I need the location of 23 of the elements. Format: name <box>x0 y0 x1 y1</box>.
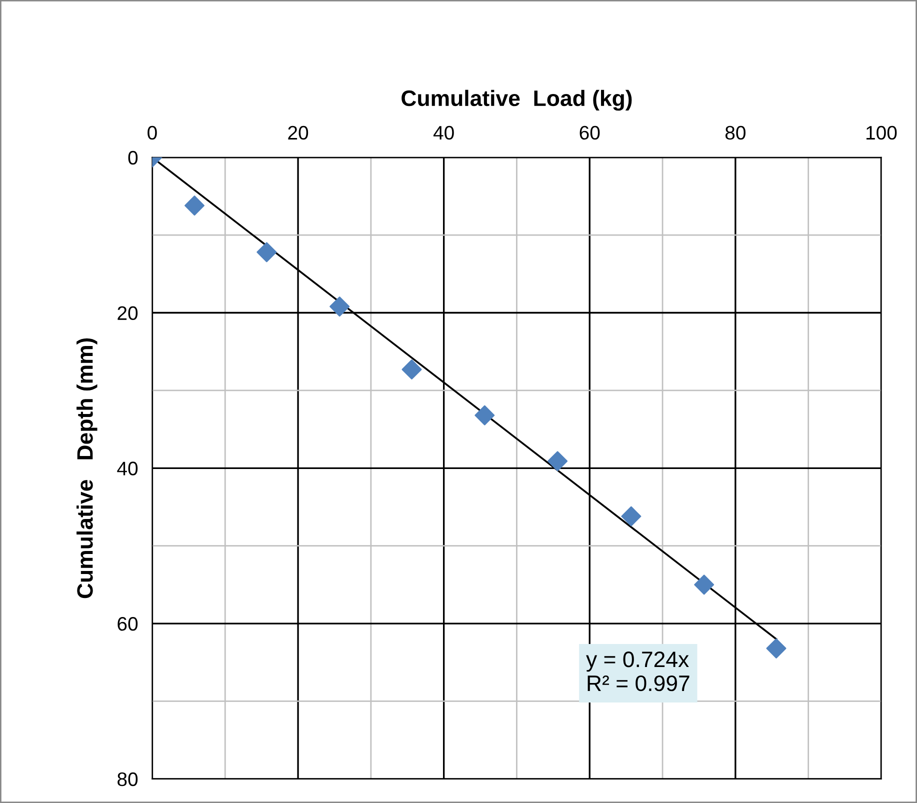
point <box>621 506 642 526</box>
x-tick-label: 20 <box>288 126 308 140</box>
y-tick-label: 80 <box>118 772 138 786</box>
point <box>184 196 205 216</box>
point <box>402 359 422 380</box>
x-axis-title: Cumulative Load (kg) <box>402 90 632 111</box>
x-tick-label: 40 <box>433 126 454 140</box>
point <box>694 574 714 595</box>
point <box>548 451 568 472</box>
point <box>766 638 786 658</box>
point <box>474 405 495 426</box>
x-tick-label: 60 <box>580 126 600 140</box>
annotation: y = 0.724x R² = 0.997 <box>586 652 690 692</box>
y-tick-label: 40 <box>117 462 138 476</box>
point <box>330 296 350 317</box>
y-tick-label: 60 <box>118 616 138 631</box>
x-tick-label: 0 <box>148 126 157 140</box>
y-tick-label: 0 <box>128 150 138 165</box>
y-tick-label: 20 <box>118 306 138 320</box>
x-tick-label: 100 <box>866 126 897 140</box>
point <box>256 242 277 262</box>
x-tick-label: 80 <box>725 126 746 140</box>
y-axis-title: Cumulative Depth (mm) <box>76 338 98 598</box>
